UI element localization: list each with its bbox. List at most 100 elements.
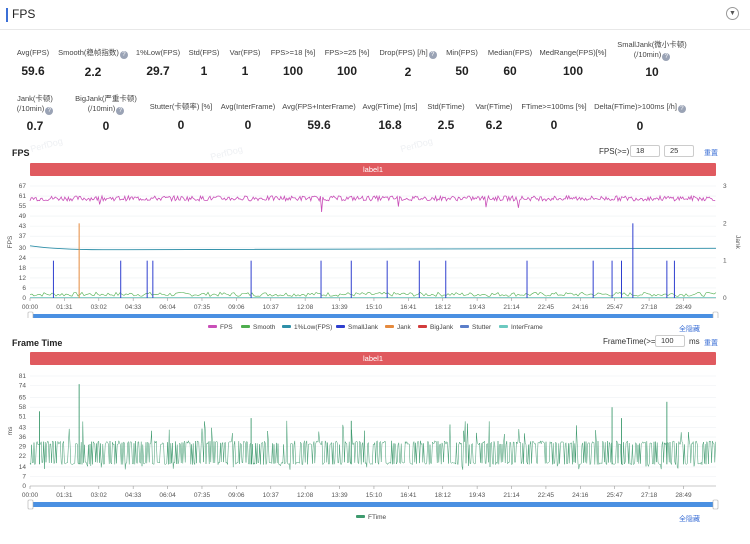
stat-value: 2	[404, 65, 412, 79]
y2-axis-label: Jank	[734, 235, 741, 249]
stat-value: 0.7	[26, 119, 44, 133]
legend-item-interframe[interactable]: InterFrame	[499, 324, 543, 331]
stat-label: Min(FPS)	[446, 48, 478, 57]
stat-smalljank: SmallJank(微小卡顿) (/10min)? 10	[602, 40, 702, 79]
collapse-chevron-icon[interactable]: ▼	[726, 7, 739, 20]
stat-label: 1%Low(FPS)	[135, 48, 181, 57]
page-header: FPS ▼	[0, 0, 750, 30]
stat-value: 0	[550, 118, 558, 132]
legend-item-jank[interactable]: Jank	[385, 324, 411, 331]
x-tick-label: 22:45	[538, 304, 555, 311]
y-tick-label: 7	[22, 473, 26, 480]
x-tick-label: 24:16	[572, 304, 589, 311]
stat-1-low-fps: 1%Low(FPS) 29.7	[108, 48, 208, 78]
y-tick-label: 67	[19, 183, 27, 190]
title-accent-bar	[6, 8, 8, 22]
stat-label: Jank(卡顿)	[17, 94, 53, 103]
stat-stutter: Stutter(卡顿率) [%] 0	[131, 102, 231, 132]
help-icon[interactable]: ?	[119, 51, 128, 59]
stat-value: 0	[102, 119, 110, 133]
fps-reset-link[interactable]: 重置	[704, 150, 718, 157]
stat-value: 59.6	[21, 64, 45, 78]
stat-label: Stutter(卡顿率) [%]	[149, 102, 213, 111]
x-tick-label: 13:39	[331, 492, 348, 499]
stat-value: 0	[636, 119, 644, 133]
stat-label: MedRange(FPS)[%]	[539, 48, 607, 57]
help-icon[interactable]: ?	[428, 51, 437, 59]
help-icon[interactable]: ?	[116, 107, 125, 115]
legend-item-bigjank[interactable]: BigJank	[418, 324, 453, 331]
stat-ftime-100ms: FTime>=100ms [%] 0	[504, 102, 604, 132]
stat-label: Smooth(稳帧指数)?	[43, 48, 143, 59]
stat-value: 29.7	[146, 64, 170, 78]
stat-value: 10	[645, 65, 659, 79]
page-title: FPS	[12, 7, 36, 21]
stat-label: Std(FTime)	[427, 102, 465, 111]
stat-median-fps: Median(FPS) 60	[460, 48, 560, 78]
x-tick-label: 21:14	[503, 492, 520, 499]
y2-tick-label: 0	[723, 295, 727, 302]
ftime-threshold-input[interactable]: 100	[655, 335, 685, 347]
stat-label: SmallJank(微小卡顿)	[617, 40, 687, 49]
y-tick-label: 29	[19, 444, 27, 451]
y2-tick-label: 1	[723, 258, 727, 265]
y2-tick-label: 3	[723, 183, 727, 190]
fps-label-bar[interactable]: label1	[30, 163, 716, 176]
legend-item-stutter[interactable]: Stutter	[460, 324, 491, 331]
y-tick-label: 49	[19, 213, 27, 220]
x-tick-label: 07:35	[194, 492, 211, 499]
x-tick-label: 13:39	[331, 304, 348, 311]
stat-label: Delta(FTime)>100ms [/h]?	[590, 102, 690, 113]
x-tick-label: 21:14	[503, 304, 520, 311]
series-fps	[29, 194, 716, 213]
stat-var-fps: Var(FPS) 1	[195, 48, 295, 78]
ftime-reset-link[interactable]: 重置	[704, 340, 718, 347]
stat-label-unit: (/10min)?	[0, 104, 85, 115]
ftime-threshold-label: FrameTime(>=)	[603, 337, 659, 346]
ftime-hide-all-link[interactable]: 全隐藏	[679, 516, 700, 523]
fps-threshold-label: FPS(>=)	[599, 147, 630, 156]
stat-label: Avg(FPS+InterFrame)	[282, 102, 356, 111]
stat-label: FPS>=25 [%]	[324, 48, 370, 57]
x-tick-label: 25:47	[607, 492, 624, 499]
fps-threshold-25-input[interactable]: 25	[664, 145, 694, 157]
fps-threshold-18-input[interactable]: 18	[630, 145, 660, 157]
stat-label: Var(FTime)	[475, 102, 513, 111]
legend-item-fps[interactable]: FPS	[208, 324, 233, 331]
stat-value: 16.8	[378, 118, 402, 132]
stat-value: 1	[241, 64, 249, 78]
watermark: PerfDog	[29, 135, 64, 155]
x-tick-label: 09:06	[228, 304, 245, 311]
fps-hide-all-link[interactable]: 全隐藏	[679, 326, 700, 333]
help-icon[interactable]: ?	[662, 53, 671, 61]
legend-item-smooth[interactable]: Smooth	[241, 324, 275, 331]
legend-swatch	[208, 325, 217, 328]
y-tick-label: 24	[19, 255, 27, 262]
help-icon[interactable]: ?	[677, 105, 686, 113]
x-tick-label: 03:02	[91, 492, 108, 499]
y-tick-label: 18	[19, 265, 27, 272]
stat-label: FPS>=18 [%]	[270, 48, 316, 57]
stat-medrange-fps: MedRange(FPS)[%] 100	[523, 48, 623, 78]
ftime-label-bar[interactable]: label1	[30, 352, 716, 365]
stat-avg-fps-interframe: Avg(FPS+InterFrame) 59.6	[269, 102, 369, 132]
legend-item-1-low-fps-[interactable]: 1%Low(FPS)	[282, 324, 332, 331]
watermark: PerfDog	[209, 143, 244, 163]
stat-value: 100	[282, 64, 304, 78]
legend-item-smalljank[interactable]: SmallJank	[336, 324, 378, 331]
stat-value: 1	[200, 64, 208, 78]
stat-label-unit: (/10min)?	[602, 50, 702, 61]
y-tick-label: 22	[19, 453, 27, 460]
help-icon[interactable]: ?	[45, 107, 54, 115]
series-smooth	[29, 291, 717, 297]
x-tick-label: 00:00	[22, 304, 39, 311]
stat-label: Var(FPS)	[229, 48, 261, 57]
legend-swatch	[499, 325, 508, 328]
y-tick-label: 12	[19, 275, 27, 282]
x-tick-label: 15:10	[366, 304, 383, 311]
stat-jank: Jank(卡顿) (/10min)? 0.7	[0, 94, 85, 133]
x-tick-label: 09:06	[228, 492, 245, 499]
stat-value: 50	[455, 64, 469, 78]
legend-swatch	[241, 325, 250, 328]
legend-item-ftime[interactable]: FTime	[356, 514, 386, 521]
